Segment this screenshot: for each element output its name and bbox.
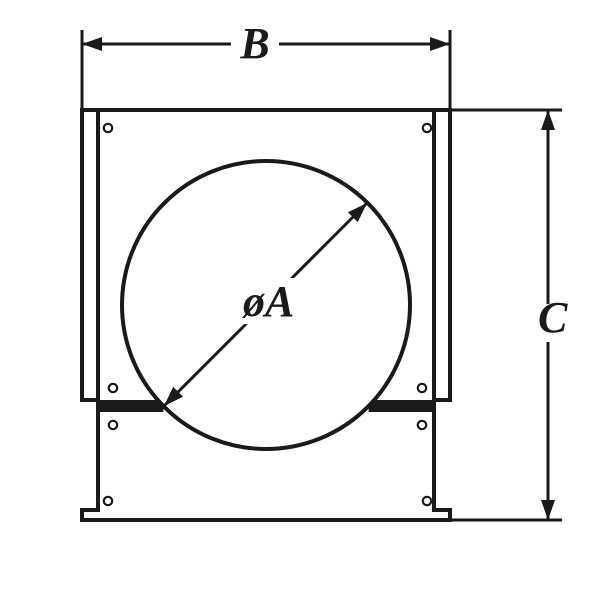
- screw-hole: [109, 421, 117, 429]
- screw-hole: [418, 421, 426, 429]
- dim-b-line-left-arrow: [82, 37, 102, 51]
- dim-b-line-right-arrow: [430, 37, 450, 51]
- overlap-seam-right: [369, 400, 434, 412]
- screw-hole: [423, 497, 431, 505]
- screw-hole: [104, 124, 112, 132]
- screw-hole: [418, 384, 426, 392]
- dim-c-label: C: [538, 293, 568, 342]
- screw-hole: [104, 497, 112, 505]
- dim-b-label: B: [239, 19, 269, 68]
- dimension-diagram: øA B C: [0, 0, 600, 600]
- overlap-seam-left: [98, 400, 163, 412]
- screw-hole: [423, 124, 431, 132]
- dim-c-line-top-arrow: [541, 110, 555, 130]
- screw-hole: [109, 384, 117, 392]
- dim-c-line-bot-arrow: [541, 500, 555, 520]
- dia-label: øA: [241, 277, 294, 326]
